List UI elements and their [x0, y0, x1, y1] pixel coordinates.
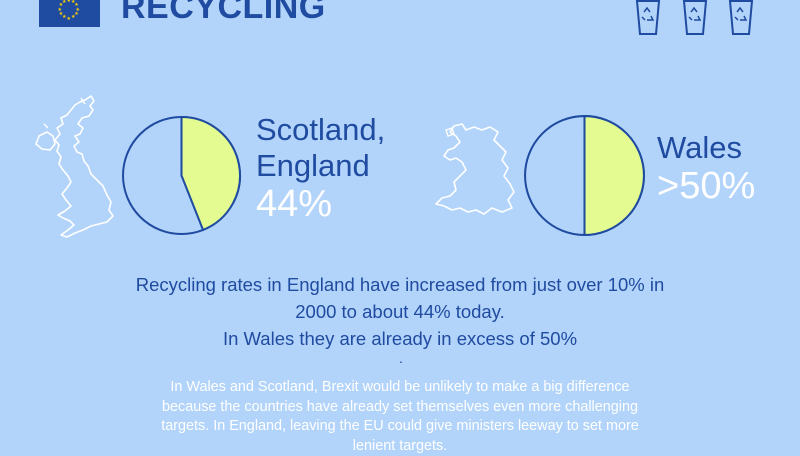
- eu-flag-icon: ★★★★★★★★★★★★: [39, 0, 100, 27]
- region-name-line: Wales: [657, 130, 755, 166]
- flag-star: ★: [59, 12, 63, 17]
- region-name-line: Scotland,: [256, 112, 385, 148]
- flag-star: ★: [71, 15, 75, 20]
- region-name-line: England: [256, 148, 385, 184]
- page-title: RECYCLING: [121, 0, 326, 27]
- stat-label-scotland-england: Scotland, England 44%: [256, 112, 385, 224]
- pie-chart-scotland-england: [120, 115, 243, 236]
- region-rate: 44%: [256, 184, 385, 224]
- separator-dot: .: [399, 351, 403, 365]
- flag-star: ★: [58, 8, 62, 13]
- region-rate: >50%: [657, 166, 755, 206]
- flag-star: ★: [67, 17, 71, 22]
- pie-chart-wales: [523, 114, 646, 237]
- note-line: In Wales and Scotland, Brexit would be u…: [110, 378, 690, 398]
- summary-text: Recycling rates in England have increase…: [100, 271, 700, 352]
- recycling-bins-icon: [634, 0, 760, 36]
- wales-map-icon: [432, 122, 518, 217]
- pie-slice-wales: [585, 116, 644, 235]
- summary-line: 2000 to about 44% today.: [100, 298, 700, 325]
- note-line: lenient targets.: [110, 437, 690, 456]
- note-line: targets. In England, leaving the EU coul…: [110, 417, 690, 437]
- recycling-bin-icon: [684, 1, 706, 34]
- summary-line: Recycling rates in England have increase…: [100, 271, 700, 298]
- summary-line: In Wales they are already in excess of 5…: [100, 325, 700, 352]
- recycling-bin-icon: [637, 1, 659, 34]
- recycling-bin-icon: [730, 1, 752, 34]
- note-text: In Wales and Scotland, Brexit would be u…: [110, 378, 690, 456]
- uk-map-icon: [33, 94, 115, 242]
- flag-star: ★: [62, 0, 66, 5]
- note-line: because the countries have already set t…: [110, 398, 690, 418]
- stat-label-wales: Wales >50%: [657, 130, 755, 206]
